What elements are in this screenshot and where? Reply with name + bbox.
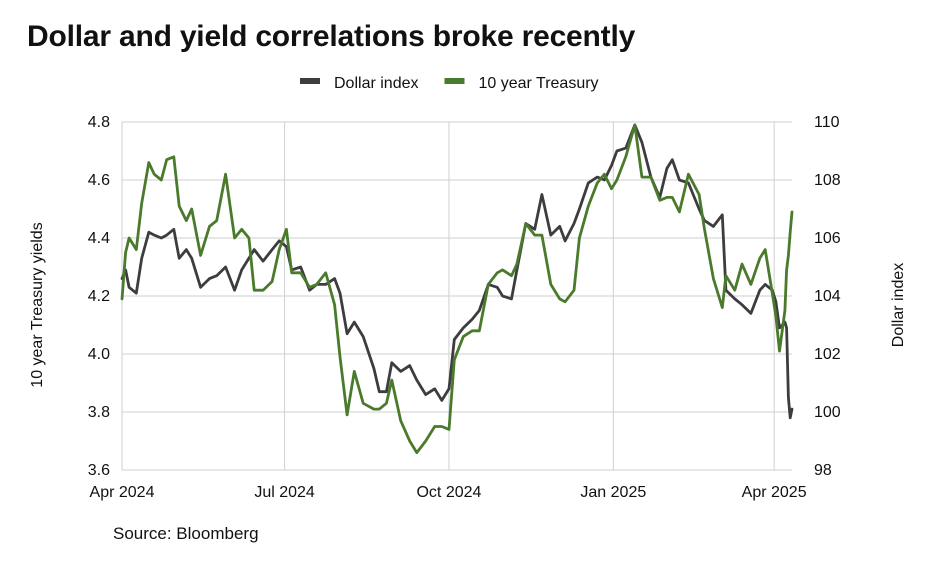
- y-right-tick-label: 98: [814, 462, 832, 479]
- y-left-tick-label: 4.6: [88, 172, 110, 189]
- y-left-tick-label: 3.6: [88, 462, 110, 479]
- y-left-tick-label: 4.2: [88, 288, 110, 305]
- series-line-10-year-treasury: [120, 123, 794, 454]
- x-tick-label: Apr 2024: [90, 484, 155, 501]
- x-tick-label: Jul 2024: [254, 484, 315, 501]
- series-line-dollar-index: [120, 123, 794, 420]
- legend-label: Dollar index: [334, 75, 418, 92]
- legend-label: 10 year Treasury: [478, 75, 598, 92]
- y-left-tick-label: 4.0: [88, 346, 110, 363]
- y-left-axis-title: 10 year Treasury yields: [29, 222, 46, 387]
- y-right-axis-title: Dollar index: [890, 263, 907, 347]
- y-right-tick-label: 100: [814, 404, 841, 421]
- y-right-tick-label: 108: [814, 172, 841, 189]
- y-right-tick-label: 106: [814, 230, 841, 247]
- y-right-tick-label: 102: [814, 346, 841, 363]
- tick-labels: 3.6 3.8 4.0 4.2 4.4 4.6 4.8 98 100 102 104 106 108 11…: [88, 114, 841, 501]
- gridlines: [121, 121, 792, 471]
- series-lines: [120, 123, 794, 454]
- x-tick-label: Jan 2025: [580, 484, 646, 501]
- source-note: Source: Bloomberg: [113, 524, 259, 543]
- y-right-tick-label: 110: [814, 114, 840, 131]
- x-tick-label: Oct 2024: [416, 484, 481, 501]
- legend-swatch: [444, 78, 465, 84]
- y-right-tick-label: 104: [814, 288, 841, 305]
- legend: Dollar index 10 year Treasury: [300, 75, 599, 92]
- chart-title: Dollar and yield correlations broke rece…: [27, 20, 636, 53]
- legend-swatch: [300, 78, 320, 84]
- y-left-tick-label: 4.4: [88, 230, 110, 247]
- y-left-tick-label: 4.8: [88, 114, 110, 131]
- x-tick-label: Apr 2025: [742, 484, 807, 501]
- y-left-tick-label: 3.8: [88, 404, 110, 421]
